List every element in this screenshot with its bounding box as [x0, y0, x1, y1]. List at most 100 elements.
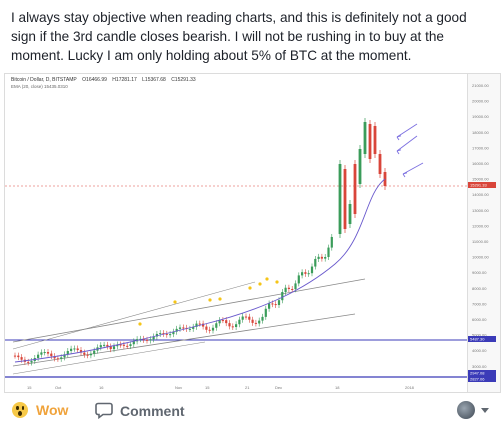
price-tick-label: 9000.00	[472, 270, 487, 275]
candle	[274, 304, 277, 306]
price-badge	[468, 182, 496, 188]
price-badge-label: 5487.30	[470, 337, 485, 342]
price-tick-label: 17000.00	[472, 145, 489, 150]
candle	[169, 334, 172, 336]
candle	[30, 361, 33, 363]
signal-marker	[218, 297, 222, 301]
candle	[162, 333, 165, 335]
candle	[268, 303, 271, 309]
time-tick-label: 18	[335, 385, 340, 390]
candle	[324, 257, 327, 259]
time-tick-label: 16	[99, 385, 104, 390]
comment-label: Comment	[120, 402, 185, 419]
candle	[248, 316, 251, 320]
price-tick-label: 6000.00	[472, 317, 487, 322]
annotation-arrow	[396, 135, 418, 152]
chart-close: C15291.33	[171, 77, 196, 83]
candle	[202, 323, 205, 327]
candle	[145, 339, 149, 341]
candle	[228, 323, 231, 327]
chart-open: O16466.99	[82, 77, 107, 83]
ema-line	[14, 178, 386, 363]
candle	[159, 333, 162, 335]
candle	[60, 357, 63, 359]
candle	[73, 348, 76, 350]
candle	[126, 345, 129, 347]
chart-indicator: EMA (20, close) 15435.0310	[11, 84, 68, 89]
chart-low: L15367.68	[142, 77, 166, 83]
price-tick-label: 14000.00	[472, 192, 489, 197]
price-chart: 21000.00 20000.00 19000.00 18000.00 17000.00…	[5, 83, 496, 390]
candle	[348, 204, 352, 224]
candle	[119, 344, 122, 346]
price-tick-label: 12000.00	[472, 223, 489, 228]
chart-high: H17281.17	[112, 77, 137, 83]
comment-bubble-icon	[95, 402, 113, 419]
candle	[301, 272, 304, 276]
candle	[46, 352, 50, 354]
candle	[373, 126, 377, 154]
candle	[50, 353, 53, 357]
price-tick-label: 15000.00	[472, 177, 489, 182]
price-tick-label: 3000.00	[472, 364, 487, 369]
candle	[320, 256, 323, 259]
candle	[208, 329, 211, 331]
candle	[27, 361, 30, 363]
candle	[343, 169, 347, 229]
candle	[99, 345, 102, 348]
candle	[287, 287, 290, 289]
signal-marker	[173, 300, 177, 304]
caret-down-icon	[481, 407, 489, 413]
signal-marker	[248, 286, 252, 290]
price-badge-label: 2827.06	[470, 377, 485, 382]
candle	[221, 320, 224, 322]
candle	[304, 272, 307, 274]
annotation-arrow	[396, 123, 418, 138]
price-tick-label: 16000.00	[472, 161, 489, 166]
candle	[53, 356, 56, 359]
price-tick-label: 11000.00	[472, 239, 489, 244]
candle	[56, 358, 59, 360]
candle	[363, 122, 367, 154]
wow-reaction[interactable]: Wow	[12, 402, 68, 418]
price-tick-label: 7000.00	[472, 301, 487, 306]
price-tick-label: 18000.00	[472, 130, 489, 135]
wow-emoji-icon	[12, 402, 28, 418]
wow-label: Wow	[36, 402, 69, 418]
indicator-value: 15435.0310	[44, 84, 68, 89]
signal-marker	[258, 282, 262, 286]
annotation-arrowhead	[396, 135, 402, 141]
candle	[264, 308, 267, 317]
candle	[155, 333, 158, 337]
chart-image: Bitcoin / Dollar, D, BITSTAMP O16466.99 …	[4, 73, 501, 393]
candle	[310, 266, 314, 274]
trendline	[12, 341, 206, 375]
price-tick-label: 4000.00	[472, 348, 487, 353]
candle	[17, 355, 20, 358]
price-badge	[468, 370, 496, 376]
candle	[109, 346, 112, 350]
candle	[192, 326, 195, 329]
candle	[258, 320, 261, 324]
annotation-arrowhead	[396, 149, 402, 155]
profile-selector[interactable]	[457, 401, 489, 419]
candle	[106, 344, 109, 347]
candle	[112, 346, 116, 350]
signal-marker	[138, 322, 142, 326]
candle	[178, 327, 182, 329]
candle	[63, 354, 66, 358]
candle	[297, 275, 300, 284]
post-text: I always stay objective when reading cha…	[11, 10, 467, 63]
candle	[235, 324, 238, 327]
candle	[254, 322, 257, 324]
candle	[327, 247, 330, 258]
candle	[231, 326, 234, 328]
comment-button[interactable]: Comment	[95, 402, 185, 419]
price-tick-label: 21000.00	[472, 83, 489, 88]
time-tick-label: 15	[205, 385, 210, 390]
candle	[291, 288, 294, 290]
candle	[307, 273, 310, 275]
candle	[244, 316, 248, 318]
candle	[353, 164, 357, 214]
reaction-bar: Wow Comment	[0, 393, 503, 423]
